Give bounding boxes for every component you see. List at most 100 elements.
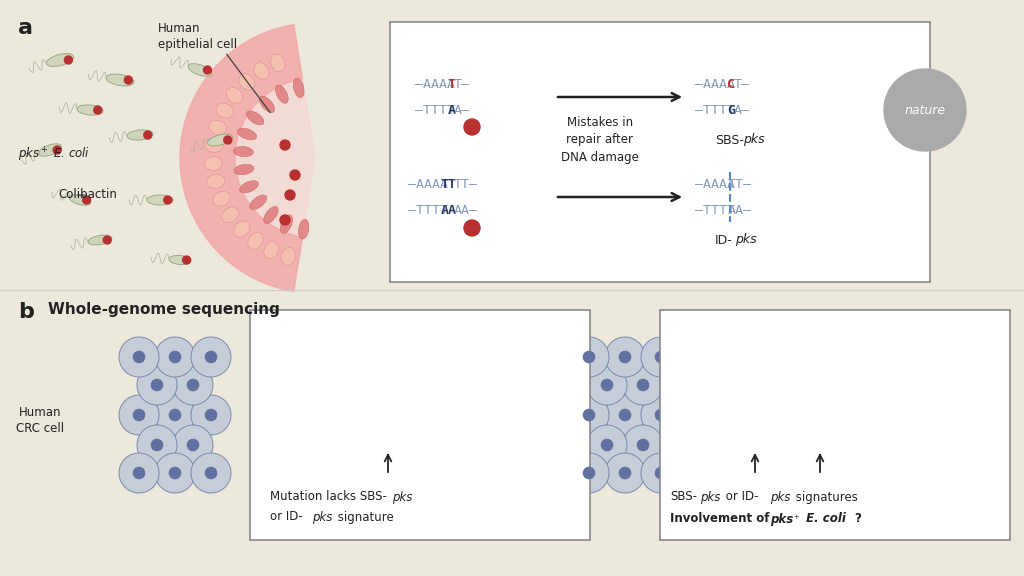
Circle shape <box>655 467 667 479</box>
Circle shape <box>569 395 609 435</box>
Circle shape <box>103 236 112 244</box>
Ellipse shape <box>88 235 112 245</box>
Circle shape <box>191 453 231 493</box>
Ellipse shape <box>263 206 279 223</box>
Circle shape <box>133 467 144 479</box>
Text: pks: pks <box>735 233 757 247</box>
Ellipse shape <box>239 74 255 90</box>
Circle shape <box>601 439 612 450</box>
Circle shape <box>584 467 595 479</box>
Text: TT–: TT– <box>727 179 752 191</box>
Ellipse shape <box>222 207 239 222</box>
Ellipse shape <box>77 105 103 115</box>
Ellipse shape <box>250 195 266 210</box>
Circle shape <box>94 106 101 114</box>
Text: –TTTT: –TTTT <box>408 203 449 217</box>
Text: a: a <box>18 18 33 38</box>
Ellipse shape <box>208 134 232 146</box>
Ellipse shape <box>207 175 224 188</box>
Ellipse shape <box>205 138 223 152</box>
Circle shape <box>191 337 231 377</box>
Circle shape <box>464 119 480 135</box>
FancyBboxPatch shape <box>660 310 1010 540</box>
Circle shape <box>280 215 290 225</box>
Ellipse shape <box>216 103 233 118</box>
Text: A–: A– <box>454 104 470 116</box>
Circle shape <box>206 410 217 420</box>
Ellipse shape <box>70 195 91 205</box>
Circle shape <box>169 351 180 363</box>
Text: A: A <box>447 104 456 116</box>
Text: SBS-: SBS- <box>670 491 697 503</box>
Circle shape <box>155 453 195 493</box>
Text: –AAAA: –AAAA <box>695 78 735 92</box>
Text: AA: AA <box>440 203 457 217</box>
Ellipse shape <box>39 144 61 156</box>
Circle shape <box>637 380 648 391</box>
Text: –AAAA: –AAAA <box>415 78 455 92</box>
Text: –TTTT: –TTTT <box>695 203 735 217</box>
Circle shape <box>155 395 195 435</box>
Ellipse shape <box>248 233 263 249</box>
Polygon shape <box>180 25 302 291</box>
Circle shape <box>641 453 681 493</box>
Circle shape <box>280 140 290 150</box>
Circle shape <box>187 439 199 450</box>
Circle shape <box>605 453 645 493</box>
Ellipse shape <box>270 54 286 72</box>
Circle shape <box>605 395 645 435</box>
Circle shape <box>173 425 213 465</box>
Circle shape <box>623 425 663 465</box>
Ellipse shape <box>147 195 173 205</box>
Circle shape <box>133 351 144 363</box>
Ellipse shape <box>247 111 264 125</box>
Text: SBS-: SBS- <box>715 134 743 146</box>
Circle shape <box>137 365 177 405</box>
Text: Mistakes in
repair after
DNA damage: Mistakes in repair after DNA damage <box>561 116 639 164</box>
Text: pks: pks <box>770 513 794 525</box>
Ellipse shape <box>275 85 288 103</box>
Circle shape <box>605 337 645 377</box>
Ellipse shape <box>238 128 257 140</box>
Ellipse shape <box>254 63 269 79</box>
Ellipse shape <box>127 130 153 140</box>
Ellipse shape <box>233 221 250 237</box>
Ellipse shape <box>282 248 296 266</box>
Text: pks: pks <box>312 510 333 524</box>
Circle shape <box>173 365 213 405</box>
Text: ?: ? <box>854 513 861 525</box>
FancyBboxPatch shape <box>390 22 930 282</box>
Text: Mutation lacks SBS-: Mutation lacks SBS- <box>270 491 387 503</box>
Circle shape <box>206 351 217 363</box>
Circle shape <box>224 136 231 144</box>
Text: Involvement of: Involvement of <box>670 513 773 525</box>
Circle shape <box>620 410 631 420</box>
Circle shape <box>83 196 90 204</box>
Circle shape <box>124 76 132 84</box>
Text: signatures: signatures <box>792 491 858 503</box>
Circle shape <box>601 380 612 391</box>
Circle shape <box>133 410 144 420</box>
Circle shape <box>620 467 631 479</box>
Text: AA–: AA– <box>727 203 752 217</box>
Circle shape <box>206 467 217 479</box>
Ellipse shape <box>233 146 253 157</box>
Ellipse shape <box>884 69 966 151</box>
Text: Human
epithelial cell: Human epithelial cell <box>158 22 238 51</box>
Ellipse shape <box>281 215 293 233</box>
Text: pks: pks <box>743 134 765 146</box>
Ellipse shape <box>226 88 243 103</box>
Ellipse shape <box>188 63 212 77</box>
Circle shape <box>187 380 199 391</box>
Text: pks: pks <box>392 491 413 503</box>
Text: –TTTT: –TTTT <box>695 104 735 116</box>
Ellipse shape <box>204 157 222 170</box>
Circle shape <box>152 439 163 450</box>
Ellipse shape <box>240 181 258 193</box>
Ellipse shape <box>259 96 274 112</box>
Text: Human
CRC cell: Human CRC cell <box>16 406 65 434</box>
Text: C: C <box>727 78 735 92</box>
Text: E. coli: E. coli <box>802 513 846 525</box>
Circle shape <box>143 131 152 139</box>
Circle shape <box>169 410 180 420</box>
